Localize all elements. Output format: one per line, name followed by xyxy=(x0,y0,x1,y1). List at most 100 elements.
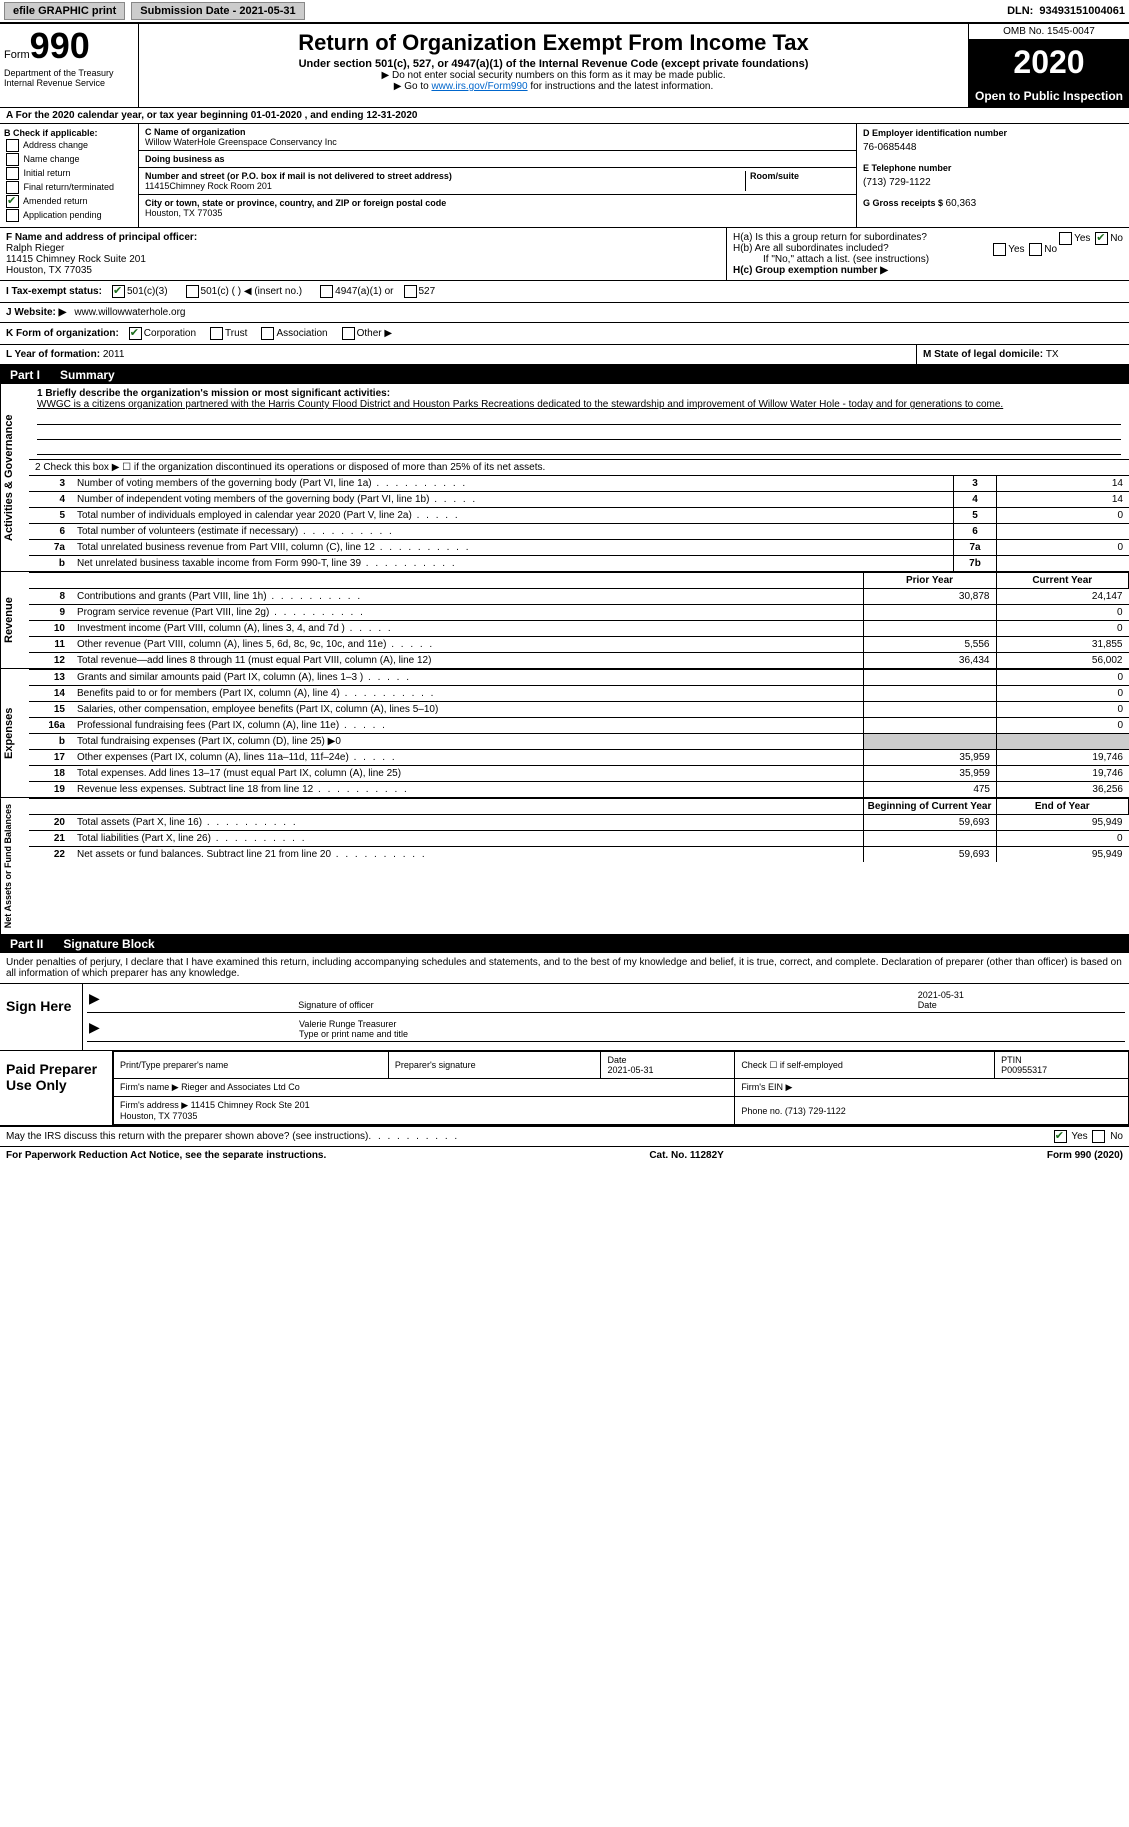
check-name[interactable]: Name change xyxy=(4,153,134,166)
officer-addr1: 11415 Chimney Rock Suite 201 xyxy=(6,254,720,265)
form-note1: ▶ Do not enter social security numbers o… xyxy=(143,70,964,81)
net-p xyxy=(863,831,996,847)
ha-no-check[interactable] xyxy=(1095,232,1108,245)
status-527: 527 xyxy=(419,286,436,297)
paid-table: Print/Type preparer's name Preparer's si… xyxy=(113,1051,1129,1125)
korg-other-check[interactable] xyxy=(342,327,355,340)
open-inspection: Open to Public Inspection xyxy=(969,85,1129,107)
check-amended[interactable]: Amended return xyxy=(4,195,134,208)
paid-h-sig: Preparer's signature xyxy=(388,1052,601,1079)
table-row: 14 Benefits paid to or for members (Part … xyxy=(29,686,1129,702)
city-label: City or town, state or province, country… xyxy=(145,198,850,208)
paid-label: Paid Preparer Use Only xyxy=(0,1051,113,1125)
exp-t: Revenue less expenses. Subtract line 18 … xyxy=(77,784,313,795)
discuss-no-check[interactable] xyxy=(1092,1130,1105,1143)
submission-button[interactable]: Submission Date - 2021-05-31 xyxy=(131,2,304,20)
exp-t: Total fundraising expenses (Part IX, col… xyxy=(77,736,341,747)
net-c: 95,949 xyxy=(996,847,1129,863)
check-initial[interactable]: Initial return xyxy=(4,167,134,180)
rev-t: Contributions and grants (Part VIII, lin… xyxy=(77,591,267,602)
status-501c-check[interactable] xyxy=(186,285,199,298)
header-center: Return of Organization Exempt From Incom… xyxy=(139,24,968,107)
part2-title: Signature Block xyxy=(53,935,1129,953)
gross-section: G Gross receipts $ 60,363 xyxy=(863,198,1123,209)
net-t: Net assets or fund balances. Subtract li… xyxy=(77,849,331,860)
line5-box: 5 xyxy=(954,508,997,524)
sign-fields: ▶ Signature of officer 2021-05-31Date ▶ … xyxy=(83,984,1129,1050)
exp-c: 0 xyxy=(997,702,1129,718)
exp-n: 18 xyxy=(29,766,71,782)
hb-no: No xyxy=(1044,244,1057,255)
rev-p: 5,556 xyxy=(863,637,996,653)
rev-hdr-prior: Prior Year xyxy=(863,573,996,589)
part2-header: Part II Signature Block xyxy=(0,935,1129,953)
governance-section: Activities & Governance 1 Briefly descri… xyxy=(0,384,1129,572)
check-pending-label: Application pending xyxy=(23,210,102,220)
status-501c3: 501(c)(3) xyxy=(127,286,168,297)
exp-n: 14 xyxy=(29,686,71,702)
check-name-label: Name change xyxy=(24,154,80,164)
firm-addr-label: Firm's address ▶ xyxy=(120,1100,188,1110)
ha-yes: Yes xyxy=(1074,233,1090,244)
line7a-num: 7a xyxy=(29,540,71,556)
exp-t: Professional fundraising fees (Part IX, … xyxy=(77,720,339,731)
sign-here-row: Sign Here ▶ Signature of officer 2021-05… xyxy=(0,984,1129,1051)
exp-t: Benefits paid to or for members (Part IX… xyxy=(77,688,340,699)
korg-corp-check[interactable] xyxy=(129,327,142,340)
expenses-section: Expenses 13Grants and similar amounts pa… xyxy=(0,669,1129,798)
net-c: 95,949 xyxy=(996,815,1129,831)
phone-label: E Telephone number xyxy=(863,163,1123,173)
table-row: 8Contributions and grants (Part VIII, li… xyxy=(29,589,1129,605)
hb-no-check[interactable] xyxy=(1029,243,1042,256)
exp-p: 35,959 xyxy=(864,750,997,766)
discuss-yes-check[interactable] xyxy=(1054,1130,1067,1143)
note2-post: for instructions and the latest informat… xyxy=(530,81,713,92)
hb-yes-check[interactable] xyxy=(993,243,1006,256)
line7b-num: b xyxy=(29,556,71,572)
check-final[interactable]: Final return/terminated xyxy=(4,181,134,194)
korg-assoc-check[interactable] xyxy=(261,327,274,340)
rev-n: 9 xyxy=(29,605,71,621)
ein-value: 76-0685448 xyxy=(863,138,1123,157)
vtab-governance: Activities & Governance xyxy=(0,384,29,571)
form-subtitle: Under section 501(c), 527, or 4947(a)(1)… xyxy=(143,58,964,70)
rev-p xyxy=(863,621,996,637)
paid-check: Check ☐ if self-employed xyxy=(735,1052,995,1079)
status-527-check[interactable] xyxy=(404,285,417,298)
firm-name: Rieger and Associates Ltd Co xyxy=(181,1082,300,1092)
net-p: 59,693 xyxy=(863,847,996,863)
col-b-header: B Check if applicable: xyxy=(4,128,134,138)
korg-assoc: Association xyxy=(276,328,327,339)
check-address[interactable]: Address change xyxy=(4,139,134,152)
table-row: 12Total revenue—add lines 8 through 11 (… xyxy=(29,653,1129,669)
form990-link[interactable]: www.irs.gov/Form990 xyxy=(431,81,527,92)
efile-button[interactable]: efile GRAPHIC print xyxy=(4,2,125,20)
rev-c: 0 xyxy=(996,605,1129,621)
signer-name-label: Type or print name and title xyxy=(299,1029,408,1039)
paid-h-date: Date xyxy=(607,1055,626,1065)
hb-yes: Yes xyxy=(1008,244,1024,255)
exp-p xyxy=(864,686,997,702)
line7b-box: 7b xyxy=(954,556,997,572)
rev-hdr-current: Current Year xyxy=(996,573,1129,589)
netassets-section: Net Assets or Fund Balances Beginning of… xyxy=(0,798,1129,935)
line7a-box: 7a xyxy=(954,540,997,556)
row-a-period: A For the 2020 calendar year, or tax yea… xyxy=(0,108,1129,124)
status-501c3-check[interactable] xyxy=(112,285,125,298)
entity-block: B Check if applicable: Address change Na… xyxy=(0,124,1129,228)
korg-other: Other ▶ xyxy=(357,328,392,339)
exp-c: 0 xyxy=(997,686,1129,702)
discuss-no: No xyxy=(1110,1131,1123,1142)
tax-year: 2020 xyxy=(969,40,1129,85)
status-4947-check[interactable] xyxy=(320,285,333,298)
rev-t: Investment income (Part VIII, column (A)… xyxy=(77,623,345,634)
room-label: Room/suite xyxy=(750,171,850,181)
line4-num: 4 xyxy=(29,492,71,508)
m-value: TX xyxy=(1046,349,1059,360)
part1-num: Part I xyxy=(0,366,50,384)
dln-value: 93493151004061 xyxy=(1039,5,1125,17)
ha-yes-check[interactable] xyxy=(1059,232,1072,245)
net-hdr-beg: Beginning of Current Year xyxy=(863,799,996,815)
korg-trust-check[interactable] xyxy=(210,327,223,340)
check-pending[interactable]: Application pending xyxy=(4,209,134,222)
